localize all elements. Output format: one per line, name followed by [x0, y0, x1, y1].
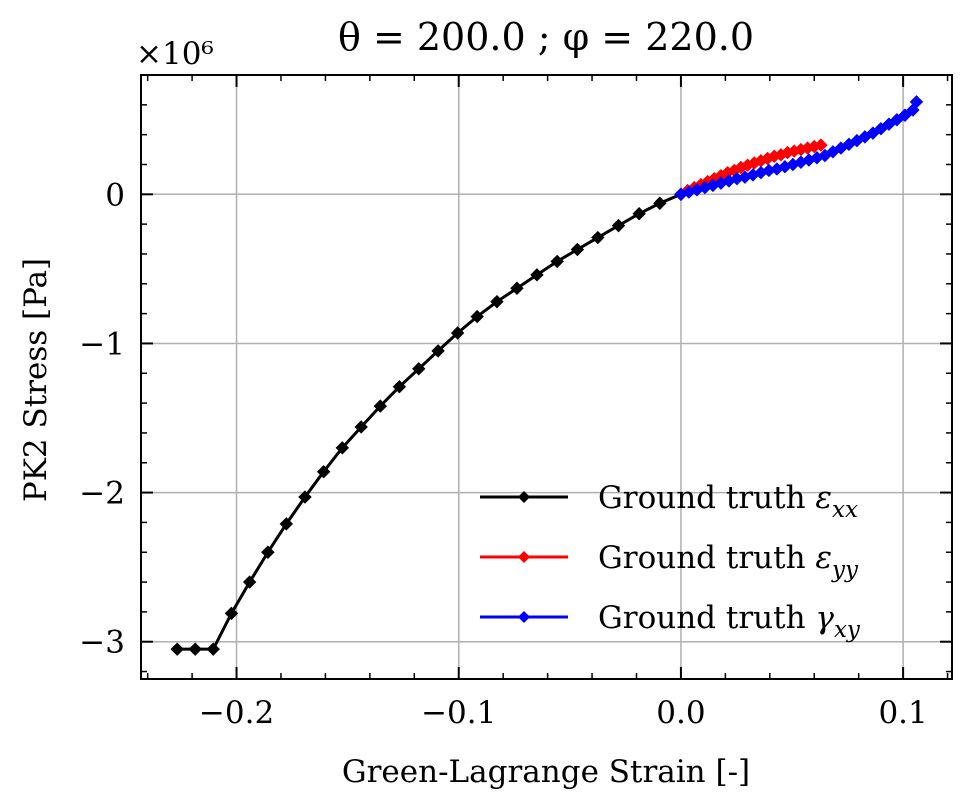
data-point	[354, 420, 368, 434]
legend-label: Ground truth γxy	[598, 600, 861, 643]
x-tick-label: 0.1	[878, 695, 927, 731]
x-axis-label: Green-Lagrange Strain [-]	[342, 754, 750, 790]
data-point	[373, 399, 388, 413]
data-point	[242, 575, 257, 589]
y-tick-label: −3	[79, 625, 125, 661]
legend-label: Ground truth εyy	[598, 540, 859, 583]
plot-frame	[140, 74, 953, 680]
series-layer	[170, 95, 924, 656]
legend-label: Ground truth εxx	[598, 480, 858, 523]
series-0	[170, 187, 688, 656]
x-tick-label: 0.0	[656, 695, 705, 731]
data-point	[470, 309, 484, 324]
x-tick-label: −0.1	[421, 695, 496, 731]
legend-entry: Ground truth εyy	[480, 540, 859, 583]
chart-title: θ = 200.0 ; φ = 220.0	[338, 15, 754, 59]
legend-marker	[518, 551, 530, 563]
tick-marks	[141, 75, 952, 679]
y-tick-label: 0	[105, 177, 125, 213]
y-offset-label: ×10⁶	[136, 36, 214, 72]
data-point	[335, 441, 350, 455]
data-point	[653, 196, 667, 210]
data-point	[570, 242, 585, 257]
data-point	[909, 95, 924, 109]
data-point	[490, 294, 504, 309]
data-point	[412, 362, 426, 376]
data-point	[316, 464, 331, 479]
data-point	[898, 108, 912, 122]
data-point	[632, 206, 646, 221]
legend-entry: Ground truth εxx	[480, 480, 858, 523]
data-point	[392, 379, 407, 394]
y-tick-label: −2	[79, 476, 125, 512]
data-point	[530, 268, 544, 282]
legend-marker	[518, 491, 530, 503]
series-2	[674, 95, 924, 202]
data-point	[224, 606, 239, 621]
legend-entry: Ground truth γxy	[480, 600, 861, 643]
data-point	[450, 326, 465, 340]
legend: Ground truth εxx Ground truth εyy Ground t…	[480, 480, 861, 643]
x-tick-label: −0.2	[199, 695, 274, 731]
y-axis-label: PK2 Stress [Pa]	[18, 258, 54, 502]
data-point	[510, 281, 524, 295]
data-point	[170, 642, 184, 656]
data-point	[298, 490, 312, 504]
data-point	[188, 642, 202, 656]
grid-lines	[141, 75, 952, 679]
data-point	[261, 545, 275, 559]
data-point	[611, 218, 626, 233]
tick-labels: −0.2 −0.1 0.0 0.1 0 −1 −2 −3	[79, 177, 927, 731]
y-tick-label: −1	[79, 326, 125, 362]
legend-marker	[518, 611, 530, 623]
data-point	[431, 344, 445, 358]
data-point	[279, 517, 294, 531]
data-point	[814, 138, 828, 152]
data-point	[206, 642, 220, 656]
data-point	[550, 254, 564, 269]
data-point	[591, 230, 605, 245]
